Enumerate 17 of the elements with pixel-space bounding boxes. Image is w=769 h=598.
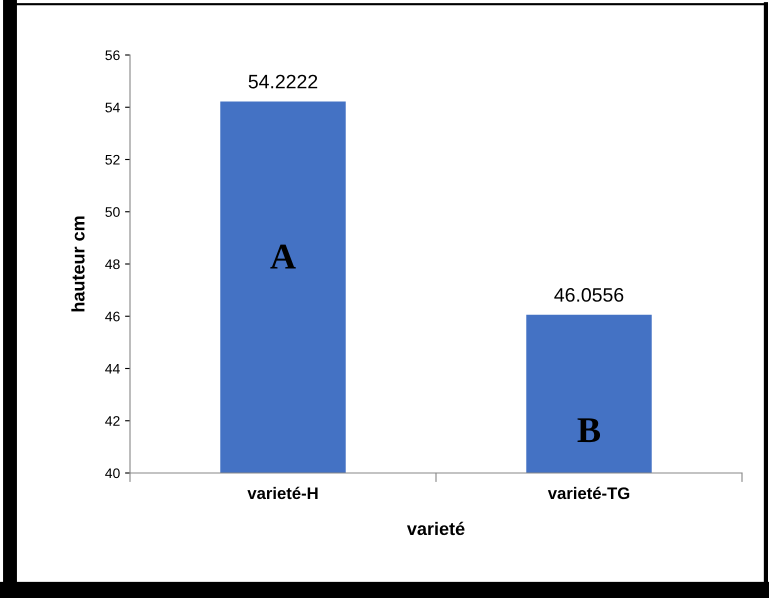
annotation: B: [578, 418, 600, 442]
y-tick-label: 44: [105, 364, 120, 374]
y-tick-label: 48: [105, 259, 120, 270]
y-tick-label: 40: [105, 468, 120, 478]
y-tick-label: 42: [105, 416, 120, 426]
y-tick-label: 56: [105, 50, 120, 60]
y-axis-title: hauteur cm: [71, 216, 85, 312]
y-tick-label: 52: [105, 154, 120, 165]
x-tick-label: varieté-H: [247, 486, 318, 500]
y-tick-label: 54: [105, 102, 120, 112]
data-label: 54.2222: [248, 74, 318, 88]
y-tick-label: 50: [105, 207, 120, 217]
x-tick-label: varieté-TG: [548, 486, 630, 500]
data-label: 46.0556: [554, 288, 624, 302]
x-axis-title: varieté: [406, 522, 464, 536]
annotation: A: [270, 244, 296, 269]
y-tick-label: 46: [105, 312, 120, 322]
